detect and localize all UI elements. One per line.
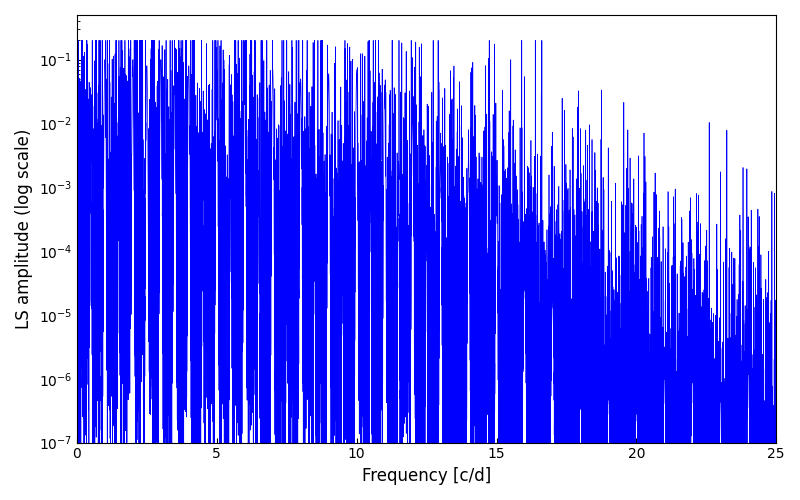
Y-axis label: LS amplitude (log scale): LS amplitude (log scale)	[15, 128, 33, 329]
X-axis label: Frequency [c/d]: Frequency [c/d]	[362, 467, 491, 485]
